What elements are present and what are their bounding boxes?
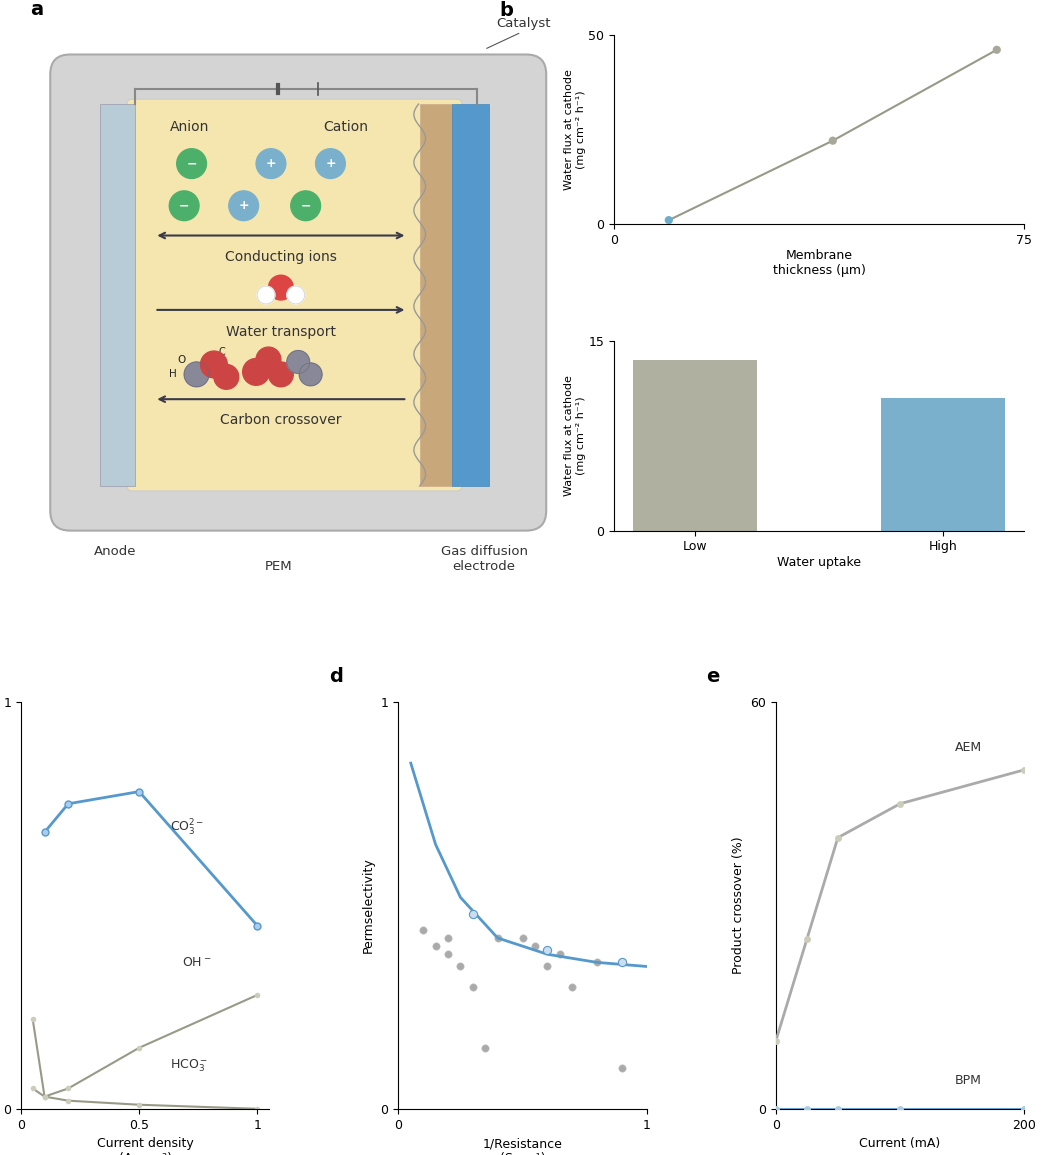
Text: b: b (500, 1, 513, 20)
Circle shape (269, 362, 294, 387)
Point (464, 904, 481, 923)
Circle shape (269, 275, 294, 300)
Point (613, 953, 630, 971)
Y-axis label: Permselectivity: Permselectivity (362, 857, 375, 953)
X-axis label: Water uptake: Water uptake (777, 556, 861, 569)
Point (427, 937, 444, 955)
FancyBboxPatch shape (127, 99, 462, 491)
Point (527, 937, 543, 955)
Text: HCO$_3^-$: HCO$_3^-$ (170, 1057, 208, 1074)
Point (464, 977, 481, 996)
Circle shape (184, 362, 209, 387)
Text: Carbon crossover: Carbon crossover (220, 412, 342, 426)
Point (415, 921, 432, 939)
X-axis label: Membrane
thickness (μm): Membrane thickness (μm) (772, 249, 865, 277)
Bar (420, 104, 452, 486)
Circle shape (316, 149, 345, 179)
Text: Gas diffusion
electrode: Gas diffusion electrode (441, 545, 528, 574)
Point (564, 977, 581, 996)
Text: Cation: Cation (323, 120, 368, 134)
Circle shape (256, 149, 286, 179)
Point (825, 132, 841, 150)
Circle shape (256, 348, 281, 372)
Circle shape (229, 191, 258, 221)
Bar (100, 104, 135, 486)
Text: d: d (329, 666, 343, 686)
Circle shape (257, 286, 275, 304)
Point (613, 1059, 630, 1078)
Text: +: + (265, 157, 276, 170)
Text: BPM: BPM (954, 1074, 981, 1087)
Point (539, 941, 556, 960)
Text: PEM: PEM (264, 560, 293, 573)
Point (514, 929, 531, 947)
Y-axis label: Water flux at cathode
(mg cm⁻² h⁻¹): Water flux at cathode (mg cm⁻² h⁻¹) (564, 69, 585, 189)
Circle shape (286, 286, 305, 304)
Circle shape (214, 365, 238, 389)
Text: +: + (238, 200, 249, 213)
Circle shape (169, 191, 199, 221)
Circle shape (242, 358, 270, 386)
Circle shape (201, 351, 228, 378)
Point (539, 957, 556, 976)
Text: H: H (169, 370, 177, 379)
Text: −: − (179, 200, 189, 213)
Point (489, 929, 506, 947)
Point (588, 953, 605, 971)
Text: Catalyst: Catalyst (496, 16, 551, 30)
Bar (452, 104, 489, 486)
Point (552, 945, 568, 963)
Text: AEM: AEM (954, 740, 981, 754)
Text: Water transport: Water transport (226, 325, 335, 338)
Point (452, 957, 469, 976)
Text: −: − (300, 200, 311, 213)
Point (440, 945, 457, 963)
Point (989, 40, 1005, 59)
Text: a: a (30, 0, 44, 18)
Text: Conducting ions: Conducting ions (225, 251, 336, 264)
Point (477, 1038, 493, 1057)
Text: Anion: Anion (169, 120, 209, 134)
Y-axis label: Water flux at cathode
(mg cm⁻² h⁻¹): Water flux at cathode (mg cm⁻² h⁻¹) (564, 375, 586, 497)
Text: +: + (325, 157, 335, 170)
Circle shape (286, 351, 309, 373)
Circle shape (291, 191, 321, 221)
X-axis label: 1/Resistance
(S m⁻¹): 1/Resistance (S m⁻¹) (483, 1137, 562, 1155)
X-axis label: Current (mA): Current (mA) (859, 1137, 940, 1150)
Point (660, 211, 677, 230)
Text: Anode: Anode (93, 545, 136, 559)
Text: OH$^-$: OH$^-$ (182, 956, 212, 969)
Y-axis label: Product crossover (%): Product crossover (%) (732, 836, 745, 975)
Text: CO$_3^{2-}$: CO$_3^{2-}$ (170, 819, 204, 839)
Circle shape (299, 363, 322, 386)
X-axis label: Current density
(A cm⁻²): Current density (A cm⁻²) (97, 1137, 193, 1155)
Bar (881, 398, 1005, 530)
Text: −: − (186, 157, 196, 170)
Text: O: O (178, 355, 186, 365)
Text: C: C (219, 346, 226, 357)
Circle shape (177, 149, 207, 179)
Bar (633, 360, 757, 530)
Text: e: e (706, 666, 720, 686)
FancyBboxPatch shape (50, 54, 547, 530)
Point (440, 929, 457, 947)
